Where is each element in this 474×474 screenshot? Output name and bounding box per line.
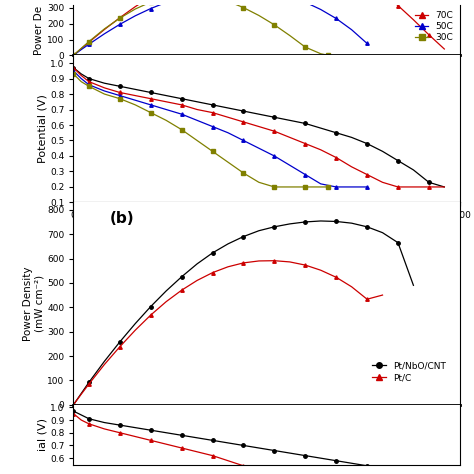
Y-axis label: Potential (V): Potential (V) xyxy=(37,94,47,164)
Y-axis label: ial (V): ial (V) xyxy=(37,418,47,451)
X-axis label: Current Density (mA cm⁻²): Current Density (mA cm⁻²) xyxy=(192,223,341,233)
Text: (b): (b) xyxy=(110,210,135,226)
Y-axis label: Power De: Power De xyxy=(35,6,45,55)
Y-axis label: Power Density
(mW cm⁻²): Power Density (mW cm⁻²) xyxy=(23,266,45,341)
Legend: Pt/NbO/CNT, Pt/C: Pt/NbO/CNT, Pt/C xyxy=(370,360,447,384)
Legend: 70C, 50C, 30C: 70C, 50C, 30C xyxy=(413,9,455,44)
